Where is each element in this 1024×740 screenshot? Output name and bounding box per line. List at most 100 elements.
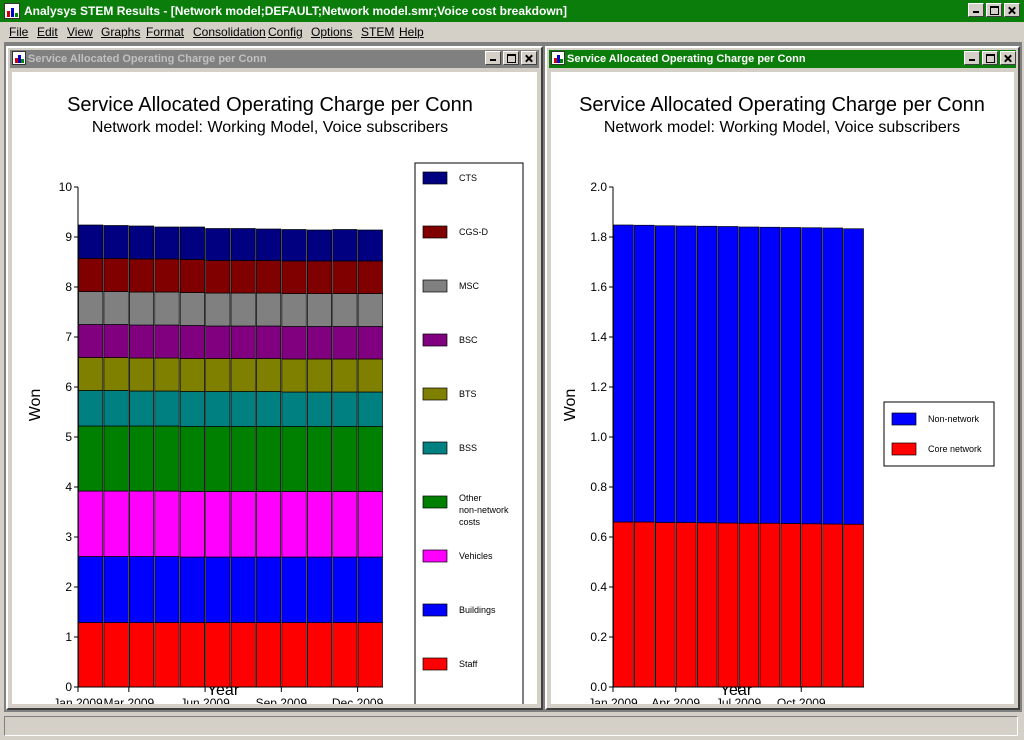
right-minimize-button[interactable] [964, 51, 980, 65]
bar-cgs-d-10 [332, 260, 358, 294]
y-tick-label: 7 [65, 330, 72, 344]
bar-bss-4 [179, 391, 205, 427]
bar-bts-0 [78, 357, 104, 391]
minimize-button[interactable] [968, 3, 984, 17]
menu-graphs[interactable]: Graphs [101, 25, 141, 39]
bar-non-network-2 [654, 225, 676, 523]
app-titlebar[interactable]: Analysys STEM Results - [Network model;D… [0, 0, 1024, 22]
close-button[interactable] [1004, 3, 1020, 17]
bar-non-network-9 [801, 227, 823, 525]
bar-core-network-10 [822, 523, 843, 688]
bar-staff-3 [154, 622, 180, 688]
chart-subtitle: Network model: Working Model, Voice subs… [604, 119, 960, 136]
bar-vehicles-9 [306, 491, 333, 558]
x-tick-label: Jul 2009 [716, 696, 762, 704]
y-tick-label: 0.8 [590, 480, 607, 494]
bar-cts-3 [154, 226, 180, 260]
app-chart-icon [4, 3, 20, 19]
bar-bts-11 [357, 358, 383, 393]
bar-cgs-d-5 [205, 260, 231, 294]
chart-window-right[interactable]: Service Allocated Operating Charge per C… [545, 46, 1020, 710]
y-tick-label: 3 [65, 530, 72, 544]
chart-area-left: Service Allocated Operating Charge per C… [12, 72, 537, 710]
maximize-button[interactable] [986, 3, 1002, 17]
right-maximize-button[interactable] [982, 51, 998, 65]
bar-cts-1 [103, 225, 129, 259]
bar-bss-6 [230, 391, 256, 427]
legend-swatch-cgs-d [422, 225, 448, 239]
legend-swatch-cts [422, 171, 448, 185]
bar-other-non-network-costs-2 [128, 425, 155, 492]
y-tick-label: 1.4 [590, 330, 607, 344]
bar-bsc-9 [306, 326, 333, 360]
bar-bts-4 [179, 358, 205, 392]
bar-bss-10 [332, 391, 358, 427]
legend-swatch-msc [422, 279, 448, 293]
bar-bss-3 [154, 390, 180, 427]
left-close-button[interactable] [521, 51, 537, 65]
bar-cgs-d-7 [256, 260, 282, 294]
bar-bss-0 [78, 390, 104, 427]
y-tick-label: 0.0 [590, 680, 607, 694]
bar-vehicles-7 [256, 491, 282, 558]
left-minimize-button[interactable] [485, 51, 501, 65]
chart-window-left[interactable]: Service Allocated Operating Charge per C… [6, 46, 543, 710]
menu-stem[interactable]: STEM [361, 25, 395, 39]
bar-cts-9 [306, 229, 333, 262]
legend-label-buildings: Buildings [459, 605, 496, 615]
legend-label-other-non-network-costs: Other non-network costs [459, 493, 509, 527]
bar-bss-11 [357, 391, 383, 427]
bar-cgs-d-11 [357, 260, 383, 294]
bar-msc-8 [281, 293, 307, 327]
bar-buildings-9 [306, 556, 333, 623]
bar-staff-7 [256, 622, 282, 688]
menu-file[interactable]: File [9, 25, 29, 39]
legend-label-vehicles: Vehicles [459, 551, 493, 561]
bar-bsc-6 [230, 325, 256, 359]
x-tick-label: Mar 2009 [103, 696, 154, 704]
bar-staff-2 [128, 622, 155, 688]
bar-msc-6 [230, 292, 256, 327]
chart-window-right-titlebar[interactable]: Service Allocated Operating Charge per C… [549, 50, 1016, 68]
legend-box [414, 162, 524, 708]
chart-title: Service Allocated Operating Charge per C… [579, 94, 985, 116]
bar-non-network-11 [843, 228, 864, 525]
x-tick-label: Sep 2009 [256, 696, 308, 704]
chart-window-left-title: Service Allocated Operating Charge per C… [28, 53, 267, 65]
bar-non-network-1 [634, 224, 655, 523]
right-close-button[interactable] [1000, 51, 1016, 65]
left-maximize-button[interactable] [503, 51, 519, 65]
menu-bar: File Edit View Graphs Format Consolidati… [0, 22, 1024, 42]
menu-consolidation[interactable]: Consolidation [193, 25, 266, 39]
menu-edit[interactable]: Edit [37, 25, 58, 39]
chart-window-left-titlebar[interactable]: Service Allocated Operating Charge per C… [10, 50, 539, 68]
mdi-workspace: Service Allocated Operating Charge per C… [4, 42, 1022, 712]
bar-bsc-5 [205, 325, 231, 359]
bar-bsc-3 [154, 324, 180, 359]
y-tick-label: 6 [65, 380, 72, 394]
menu-options[interactable]: Options [311, 25, 353, 39]
legend-swatch-bss [422, 441, 448, 455]
bar-buildings-5 [205, 556, 231, 623]
legend-swatch-other-non-network-costs [422, 495, 448, 509]
bar-staff-0 [78, 622, 104, 688]
bar-other-non-network-costs-1 [103, 425, 129, 492]
menu-help[interactable]: Help [399, 25, 424, 39]
bar-vehicles-8 [281, 491, 307, 558]
bar-core-network-8 [780, 523, 802, 688]
bar-bsc-7 [256, 325, 282, 359]
bar-bss-5 [205, 391, 231, 427]
bar-cgs-d-6 [230, 260, 256, 294]
bar-bsc-11 [357, 326, 383, 360]
status-panel [4, 716, 1018, 736]
x-tick-label: Dec 2009 [332, 696, 384, 704]
bar-msc-11 [357, 293, 383, 327]
bar-cgs-d-0 [78, 258, 104, 292]
menu-view[interactable]: View [67, 25, 93, 39]
bar-bts-9 [306, 358, 333, 393]
menu-config[interactable]: Config [268, 25, 303, 39]
bar-bts-10 [332, 358, 358, 393]
bar-core-network-11 [843, 523, 864, 688]
menu-format[interactable]: Format [146, 25, 185, 39]
y-tick-label: 5 [65, 430, 72, 444]
